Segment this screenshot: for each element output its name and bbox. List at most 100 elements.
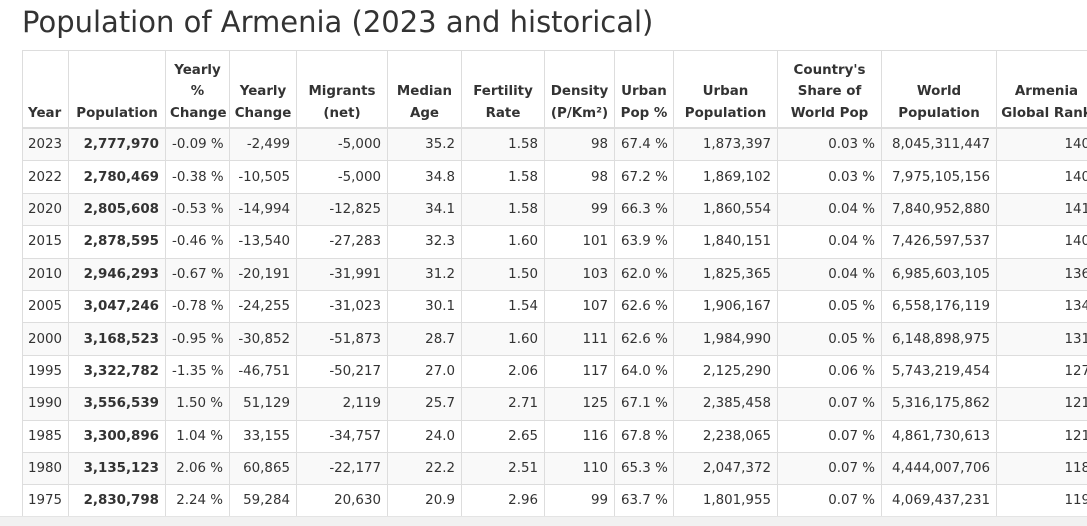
cell-global-rank: 136 (996, 257, 1087, 291)
cell-urban-population: 2,238,065 (673, 419, 778, 453)
cell-world-share: 0.05 % (777, 289, 882, 324)
cell-global-rank: 141 (996, 192, 1087, 227)
cell-world-population: 6,148,898,975 (881, 322, 997, 356)
cell-median-age: 30.1 (387, 289, 462, 324)
column-header-migrants-net[interactable]: Migrants (net) (296, 50, 388, 129)
cell-fertility-rate: 1.50 (461, 257, 545, 291)
cell-urban-pop-percent: 67.2 % (614, 160, 674, 194)
cell-median-age: 34.8 (387, 160, 462, 194)
cell-fertility-rate: 2.51 (461, 451, 545, 486)
cell-yearly-change: -14,994 (229, 192, 297, 227)
cell-urban-pop-percent: 65.3 % (614, 451, 674, 486)
cell-median-age: 31.2 (387, 257, 462, 291)
cell-density: 107 (544, 289, 615, 324)
cell-urban-population: 1,860,554 (673, 192, 778, 227)
page-title: Population of Armenia (2023 and historic… (22, 5, 654, 39)
cell-urban-population: 2,047,372 (673, 451, 778, 486)
cell-fertility-rate: 2.06 (461, 354, 545, 389)
cell-world-share: 0.06 % (777, 354, 882, 389)
column-header-urban-pop-percent[interactable]: Urban Pop % (614, 50, 674, 129)
cell-migrants-net: -50,217 (296, 354, 388, 389)
cell-yearly-percent-change: -1.35 % (165, 354, 230, 389)
cell-population: 2,878,595 (68, 225, 166, 259)
cell-yearly-percent-change: -0.09 % (165, 127, 230, 162)
column-header-yearly-change[interactable]: Yearly Change (229, 50, 297, 129)
cell-migrants-net: 2,119 (296, 387, 388, 421)
cell-world-population: 5,743,219,454 (881, 354, 997, 389)
cell-year: 2005 (22, 289, 69, 324)
cell-yearly-change: 60,865 (229, 451, 297, 486)
cell-yearly-change: 33,155 (229, 419, 297, 453)
cell-world-share: 0.03 % (777, 160, 882, 194)
cell-yearly-percent-change: 2.06 % (165, 451, 230, 486)
cell-migrants-net: -31,991 (296, 257, 388, 291)
cell-world-share: 0.03 % (777, 127, 882, 162)
cell-population: 3,047,246 (68, 289, 166, 324)
cell-population: 2,946,293 (68, 257, 166, 291)
column-header-global-rank[interactable]: Armenia Global Rank (996, 50, 1087, 129)
column-header-urban-population[interactable]: Urban Population (673, 50, 778, 129)
column-header-density[interactable]: Density (P/Km²) (544, 50, 615, 129)
cell-migrants-net: -51,873 (296, 322, 388, 356)
table-row: 2000 3,168,523 -0.95 % -30,852 -51,873 28.7 1.… (22, 322, 1087, 356)
cell-urban-pop-percent: 62.0 % (614, 257, 674, 291)
cell-urban-population: 2,385,458 (673, 387, 778, 421)
cell-fertility-rate: 1.58 (461, 192, 545, 227)
column-header-median-age[interactable]: Median Age (387, 50, 462, 129)
cell-urban-pop-percent: 67.4 % (614, 127, 674, 162)
column-header-year[interactable]: Year (22, 50, 69, 129)
cell-population: 3,168,523 (68, 322, 166, 356)
cell-world-share: 0.04 % (777, 225, 882, 259)
cell-global-rank: 140 (996, 160, 1087, 194)
table-header-row: Year Population Yearly % Change Yearly Chan… (22, 50, 1087, 129)
cell-world-share: 0.04 % (777, 192, 882, 227)
cell-urban-population: 1,840,151 (673, 225, 778, 259)
cell-world-population: 6,985,603,105 (881, 257, 997, 291)
cell-density: 101 (544, 225, 615, 259)
population-table-container[interactable]: Year Population Yearly % Change Yearly Chan… (22, 50, 1087, 516)
cell-density: 103 (544, 257, 615, 291)
cell-migrants-net: -31,023 (296, 289, 388, 324)
cell-urban-pop-percent: 63.7 % (614, 484, 674, 516)
cell-urban-population: 1,906,167 (673, 289, 778, 324)
cell-year: 2020 (22, 192, 69, 227)
cell-global-rank: 118 (996, 451, 1087, 486)
table-row: 1975 2,830,798 2.24 % 59,284 20,630 20.9 2.96 9… (22, 484, 1087, 516)
cell-yearly-percent-change: 2.24 % (165, 484, 230, 516)
cell-population: 2,777,970 (68, 127, 166, 162)
column-header-world-population[interactable]: World Population (881, 50, 997, 129)
cell-yearly-change: 59,284 (229, 484, 297, 516)
cell-migrants-net: -27,283 (296, 225, 388, 259)
horizontal-scrollbar[interactable] (0, 516, 1087, 526)
cell-fertility-rate: 1.58 (461, 160, 545, 194)
column-header-yearly-percent-change[interactable]: Yearly % Change (165, 50, 230, 129)
cell-density: 99 (544, 192, 615, 227)
cell-yearly-percent-change: -0.38 % (165, 160, 230, 194)
cell-fertility-rate: 1.60 (461, 322, 545, 356)
cell-population: 2,780,469 (68, 160, 166, 194)
cell-global-rank: 127 (996, 354, 1087, 389)
cell-urban-pop-percent: 66.3 % (614, 192, 674, 227)
cell-world-share: 0.07 % (777, 419, 882, 453)
cell-year: 1990 (22, 387, 69, 421)
cell-yearly-percent-change: 1.50 % (165, 387, 230, 421)
cell-world-population: 8,045,311,447 (881, 127, 997, 162)
column-header-fertility-rate[interactable]: Fertility Rate (461, 50, 545, 129)
column-header-world-share[interactable]: Country's Share of World Pop (777, 50, 882, 129)
cell-global-rank: 121 (996, 387, 1087, 421)
cell-year: 1995 (22, 354, 69, 389)
cell-urban-population: 2,125,290 (673, 354, 778, 389)
cell-density: 98 (544, 127, 615, 162)
cell-yearly-percent-change: -0.95 % (165, 322, 230, 356)
cell-median-age: 25.7 (387, 387, 462, 421)
cell-density: 110 (544, 451, 615, 486)
cell-median-age: 20.9 (387, 484, 462, 516)
cell-population: 2,830,798 (68, 484, 166, 516)
cell-migrants-net: -12,825 (296, 192, 388, 227)
column-header-population[interactable]: Population (68, 50, 166, 129)
cell-urban-population: 1,801,955 (673, 484, 778, 516)
cell-world-share: 0.04 % (777, 257, 882, 291)
cell-migrants-net: -5,000 (296, 127, 388, 162)
cell-global-rank: 131 (996, 322, 1087, 356)
cell-density: 98 (544, 160, 615, 194)
